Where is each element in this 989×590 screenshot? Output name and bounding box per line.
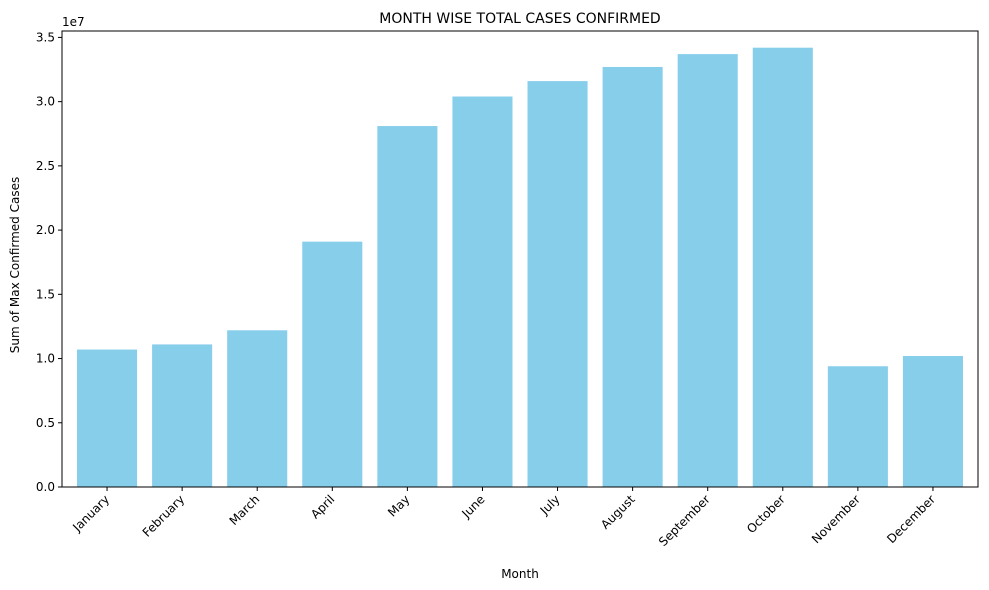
x-tick-label-january: January [69, 492, 112, 535]
x-axis-label: Month [501, 567, 539, 581]
bar-may [377, 126, 438, 487]
plot-frame [61, 30, 979, 488]
y-tick-label: 0.0 [36, 480, 55, 494]
bar-august [602, 66, 663, 488]
y-axis: 0.0 0.5 1.0 1.5 2.0 2.5 3.0 3.5 [36, 30, 62, 494]
bar-july [527, 81, 588, 488]
bar-september [677, 54, 738, 488]
bar-january [77, 349, 138, 487]
x-tick-label-september: September [656, 492, 713, 549]
y-tick-label: 0.5 [36, 416, 55, 430]
x-tick-label-november: November [809, 492, 863, 546]
y-tick-label: 2.0 [36, 223, 55, 237]
x-tick-label-february: February [140, 492, 188, 540]
x-tick-label-march: March [227, 492, 263, 528]
chart-title: MONTH WISE TOTAL CASES CONFIRMED [379, 11, 660, 27]
y-tick-label: 1.0 [36, 352, 55, 366]
x-tick-label-april: April [308, 492, 337, 521]
bar-november [827, 366, 888, 487]
bar-march [227, 330, 288, 487]
x-tick-label-june: June [458, 492, 487, 521]
x-tick-label-august: August [598, 492, 638, 532]
bars-group [77, 47, 963, 488]
y-tick-label: 3.5 [36, 30, 55, 44]
y-axis-offset-label: 1e7 [62, 15, 85, 29]
y-tick-label: 2.5 [36, 159, 55, 173]
bar-february [152, 344, 213, 487]
bar-june [452, 96, 513, 487]
bar-december [902, 355, 963, 487]
x-tick-label-december: December [884, 492, 938, 546]
x-tick-label-may: May [385, 492, 412, 519]
x-tick-label-october: October [744, 492, 788, 536]
y-tick-label: 1.5 [36, 287, 55, 301]
y-axis-label: Sum of Max Confirmed Cases [8, 177, 22, 353]
x-tick-label-july: July [537, 492, 563, 518]
y-tick-label: 3.0 [36, 95, 55, 109]
bar-april [302, 241, 363, 487]
bar-october [752, 47, 813, 487]
x-axis: January February March April May June July Augu… [69, 487, 938, 549]
